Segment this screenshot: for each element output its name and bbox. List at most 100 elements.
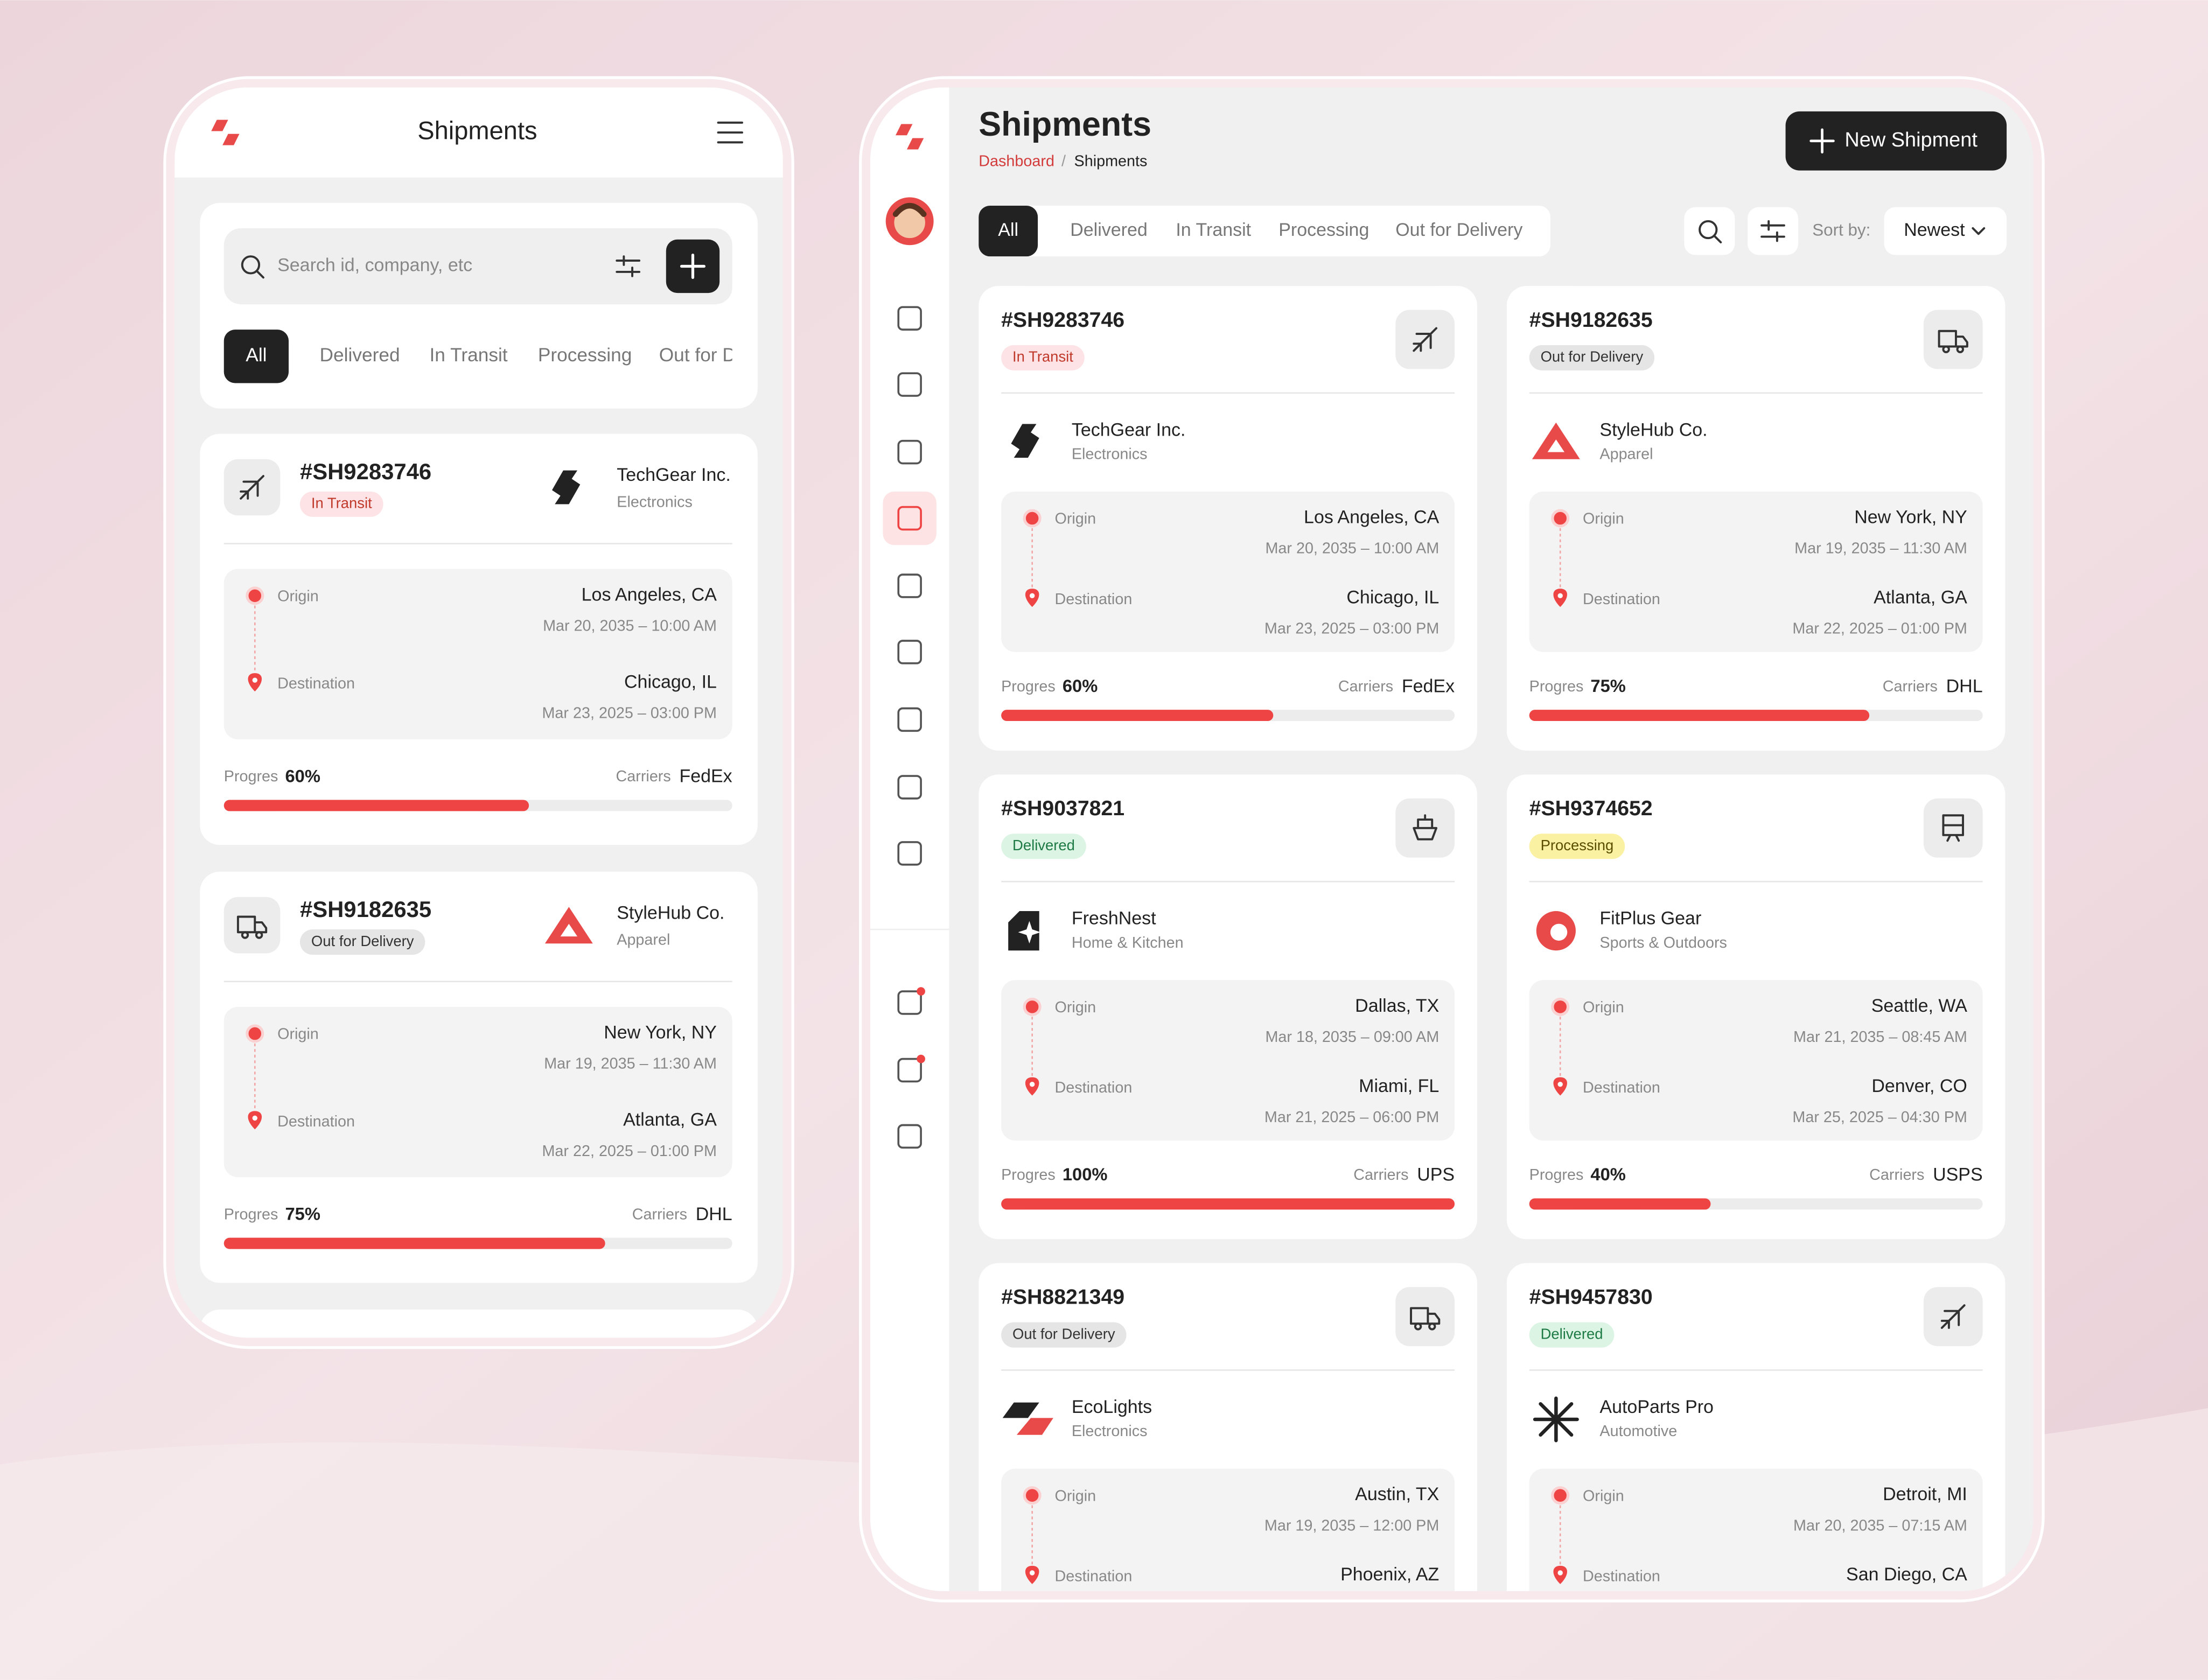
notif-dot <box>917 1054 925 1063</box>
origin-time: Mar 20, 2035 – 10:00 AM <box>1265 540 1439 557</box>
wheel <box>241 931 249 939</box>
nav-icon[interactable] <box>897 640 922 664</box>
tab-active <box>979 206 1038 257</box>
new-shipment-label[interactable]: New Shipment <box>1844 129 1978 151</box>
nav-icon[interactable] <box>897 1124 922 1149</box>
origin-label: Origin <box>1054 510 1096 528</box>
company-category: Automotive <box>1599 1423 1677 1440</box>
destination-label: Destination <box>1054 1567 1132 1585</box>
progress-label: Progres <box>1001 1166 1056 1184</box>
origin-city: New York, NY <box>604 1023 717 1043</box>
status-badge-text: Delivered <box>1541 1325 1603 1342</box>
nav-icon[interactable] <box>897 306 922 331</box>
tab[interactable]: Out for Delivery <box>1395 220 1522 240</box>
search-placeholder[interactable]: Search id, company, etc <box>277 255 472 275</box>
carrier-value: FedEx <box>1402 676 1455 696</box>
nav-icon[interactable] <box>897 775 922 800</box>
pin-dot <box>252 1115 257 1121</box>
origin-dot <box>1551 997 1570 1016</box>
tab[interactable]: Delivered <box>320 345 400 366</box>
menu-icon <box>717 121 743 144</box>
destination-label: Destination <box>1583 1567 1660 1585</box>
progress-bar <box>223 800 529 811</box>
origin-time: Mar 20, 2035 – 07:15 AM <box>1793 1517 1967 1534</box>
origin-label: Origin <box>277 588 319 605</box>
carrier-value: DHL <box>696 1204 732 1224</box>
tab-bar: All Delivered In Transit Processing Out for … <box>223 330 791 383</box>
search-box <box>223 228 732 305</box>
company-category: Apparel <box>1599 445 1653 463</box>
company-logo <box>1002 1402 1039 1418</box>
shipment-id: #SH9283746 <box>300 459 431 484</box>
nav-icon[interactable] <box>897 990 922 1015</box>
tab[interactable]: Processing <box>538 345 632 366</box>
notif-dot <box>917 987 925 996</box>
origin-dot <box>1551 509 1570 528</box>
progress-value: 100% <box>1063 1164 1108 1184</box>
nav-icon[interactable] <box>897 372 922 397</box>
status-badge <box>1001 1322 1127 1348</box>
origin-time: Mar 20, 2035 – 10:00 AM <box>543 617 717 634</box>
destination-time: Mar 23, 2025 – 03:00 PM <box>542 705 716 722</box>
destination-time: Mar 22, 2025 – 01:00 PM <box>542 1143 716 1160</box>
origin-label: Origin <box>1583 999 1624 1016</box>
company-logo <box>1550 923 1568 941</box>
pin-dot <box>1557 1570 1563 1576</box>
mode-icon-box <box>1923 798 1983 858</box>
tab-active <box>223 330 289 383</box>
origin-time: Mar 19, 2035 – 11:30 AM <box>544 1055 717 1073</box>
route-box <box>1001 491 1455 652</box>
company-logo <box>552 470 581 505</box>
nav-icon[interactable] <box>897 1058 922 1083</box>
nav-active <box>883 491 937 545</box>
carrier-value: USPS <box>1933 1165 1983 1185</box>
avatar-hair <box>892 202 927 217</box>
wheel <box>1428 1322 1436 1331</box>
destination-city: San Diego, CA <box>1846 1564 1967 1585</box>
tab-bar <box>979 206 1550 257</box>
tab[interactable]: In Transit <box>1176 220 1251 240</box>
status-badge <box>1001 345 1085 370</box>
carrier-label: Carriers <box>632 1206 687 1223</box>
origin-time: Mar 18, 2035 – 09:00 AM <box>1265 1028 1439 1046</box>
nav-icon[interactable] <box>897 841 922 866</box>
destination-label: Destination <box>1583 591 1660 608</box>
pin-dot <box>1557 1081 1563 1087</box>
search-icon <box>1699 220 1718 240</box>
tab[interactable]: Out for Delivery <box>659 345 791 366</box>
tab[interactable]: Processing <box>1278 220 1369 240</box>
origin-city: Los Angeles, CA <box>582 584 717 605</box>
nav-icon[interactable] <box>897 439 922 465</box>
breadcrumb[interactable]: Dashboard <box>979 153 1054 170</box>
tab[interactable]: All <box>246 345 267 366</box>
origin-dot <box>246 1024 264 1043</box>
destination-city: Phoenix, AZ <box>1340 1564 1439 1585</box>
nav-icon[interactable] <box>897 707 922 732</box>
chevron-icon <box>1972 227 1986 235</box>
shipment-id: #SH9182635 <box>300 897 431 922</box>
mode-icon-box <box>1395 1287 1455 1347</box>
progress-bar <box>1529 1198 1711 1210</box>
sort-label: Sort by: <box>1812 220 1870 239</box>
status-badge-text: In Transit <box>311 495 372 512</box>
destination-city: Denver, CO <box>1871 1076 1967 1096</box>
origin-label: Origin <box>277 1026 319 1043</box>
company-logo <box>1532 422 1580 459</box>
company-name: TechGear Inc. <box>1072 419 1186 440</box>
carrier-label: Carriers <box>1869 1166 1924 1184</box>
nav-icon[interactable] <box>897 506 922 531</box>
tab[interactable]: Delivered <box>1070 220 1148 240</box>
avatar-face <box>894 207 925 239</box>
destination-city: Chicago, IL <box>624 671 717 692</box>
tab[interactable]: All <box>998 220 1018 240</box>
desktop-screen: Shipments Dashboard / Shipments New Shipment… <box>870 87 2034 1591</box>
route-box <box>223 569 732 740</box>
sort-value[interactable]: Newest <box>1904 220 1965 240</box>
tab[interactable]: In Transit <box>430 345 508 366</box>
company-name: EcoLights <box>1072 1397 1152 1417</box>
company-logo <box>1018 921 1041 944</box>
progress-bar <box>1001 710 1274 722</box>
shipment-id: #SH8821349 <box>1001 1285 1124 1308</box>
nav-icon[interactable] <box>897 573 922 598</box>
